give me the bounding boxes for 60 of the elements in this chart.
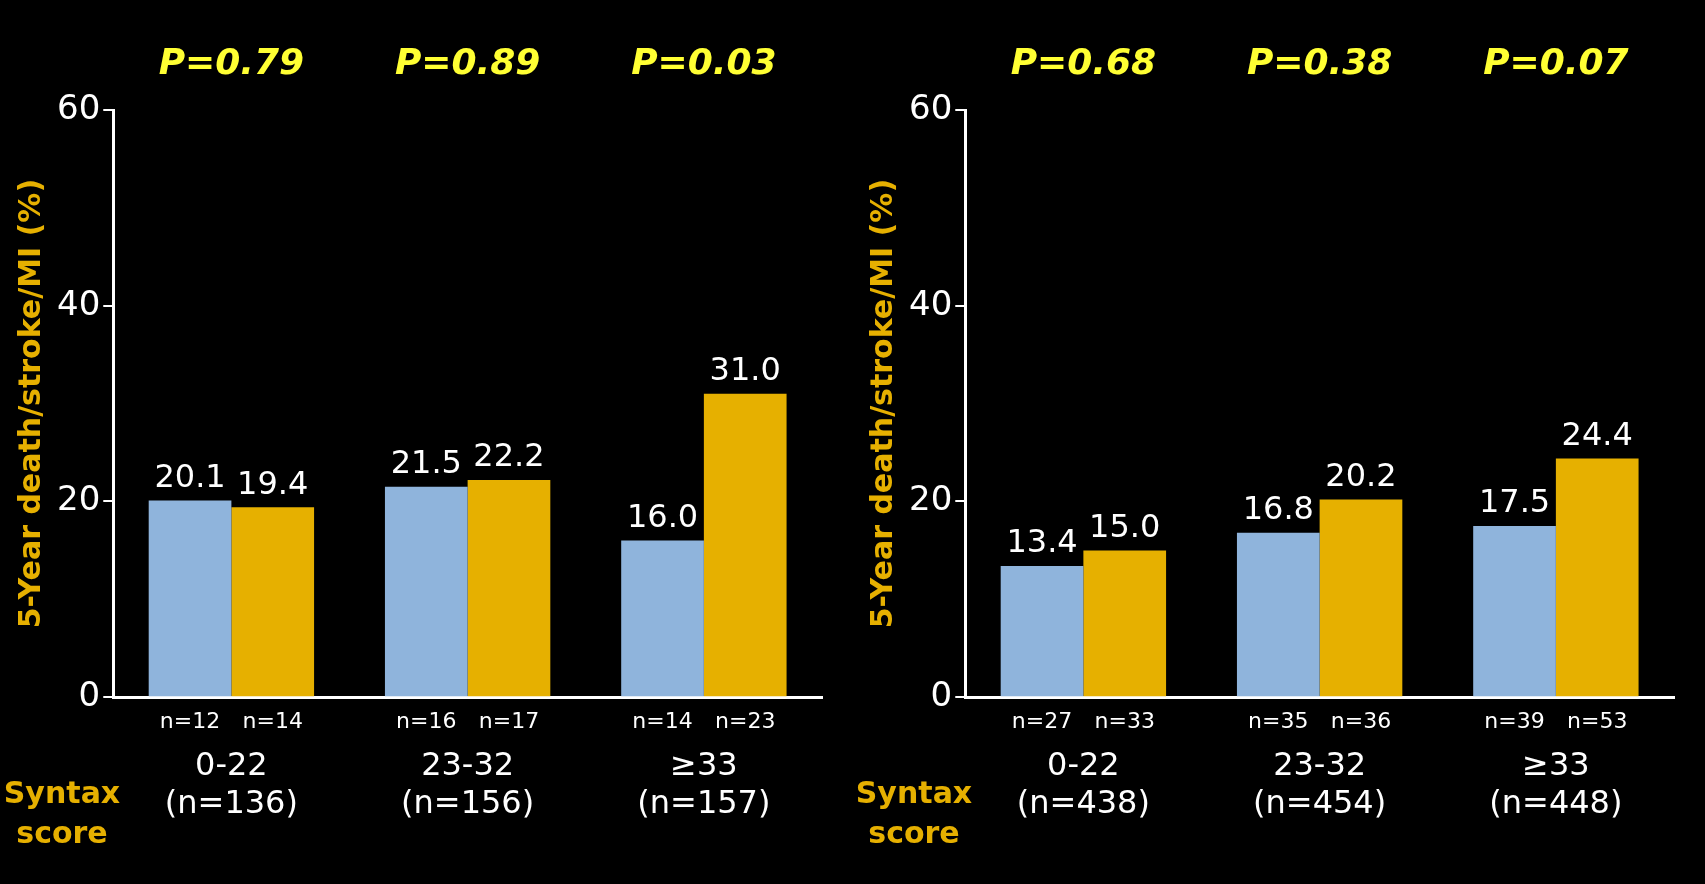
y-tick-label: 40 [57, 282, 101, 323]
data-label: 31.0 [709, 350, 781, 389]
annotation: n=12 [159, 707, 221, 733]
annotation: n=14 [632, 707, 693, 733]
data-label: 20.2 [1325, 455, 1397, 494]
data-label: 21.5 [390, 443, 462, 482]
annotation: n=53 [1567, 707, 1628, 733]
x-tick-label: 0-22 (n=438) [1016, 744, 1150, 822]
y-tick-label: 60 [909, 86, 953, 127]
text: P=0.07 [1483, 41, 1629, 83]
x-tick-label: 23-32 (n=156) [401, 744, 535, 822]
annotation: n=14 [242, 707, 303, 733]
x-axis-title: Syntax score [3, 774, 121, 850]
text: P=0.03 [631, 41, 777, 83]
y-tick-label: 0 [78, 674, 101, 715]
bar [1236, 532, 1320, 697]
bar [1319, 499, 1403, 697]
data-label: 24.4 [1561, 414, 1633, 453]
bar [1000, 566, 1084, 697]
data-label: 16.0 [626, 496, 699, 535]
data-label: 19.4 [237, 463, 309, 502]
text: P=0.68 [1010, 41, 1157, 83]
y-axis-title: 5-Year death/stroke/MI (%) [863, 178, 899, 629]
y-tick-label: 40 [909, 282, 953, 323]
bar [231, 507, 315, 697]
bar [621, 540, 704, 697]
y-tick-label: 20 [909, 478, 953, 519]
text: P=0.89 [394, 41, 541, 83]
y-tick-label: 60 [57, 86, 101, 127]
x-tick-label: 0-22 (n=136) [164, 744, 298, 822]
bar [703, 393, 787, 697]
data-label: 13.4 [1006, 522, 1078, 561]
bar [1473, 525, 1556, 697]
annotation: n=35 [1248, 707, 1309, 733]
annotation: n=17 [478, 707, 540, 733]
x-tick-label: ≥33 (n=157) [637, 744, 771, 822]
y-tick-label: 20 [57, 478, 101, 519]
data-label: 15.0 [1089, 506, 1161, 545]
text: P=0.38 [1246, 41, 1393, 83]
bar [1083, 550, 1167, 697]
annotation: n=16 [396, 707, 457, 733]
data-label: 16.8 [1242, 489, 1314, 528]
y-axis-title: 5-Year death/stroke/MI (%) [11, 178, 47, 629]
annotation: n=39 [1484, 707, 1545, 733]
annotation: n=33 [1094, 707, 1155, 733]
annotation: n=36 [1330, 707, 1392, 733]
bar [1555, 458, 1639, 697]
annotation: n=27 [1011, 707, 1073, 733]
text: P=0.79 [158, 41, 305, 83]
data-label: 17.5 [1478, 482, 1551, 521]
data-label: 20.1 [154, 456, 226, 495]
annotation: n=23 [715, 707, 776, 733]
bar [148, 500, 232, 697]
x-tick-label: ≥33 (n=448) [1489, 744, 1623, 822]
data-label: 22.2 [473, 436, 545, 475]
y-tick-label: 0 [930, 674, 953, 715]
x-tick-label: 23-32 (n=454) [1253, 744, 1387, 822]
bar [467, 479, 551, 697]
bar [384, 486, 468, 697]
x-axis-title: Syntax score [855, 774, 973, 850]
